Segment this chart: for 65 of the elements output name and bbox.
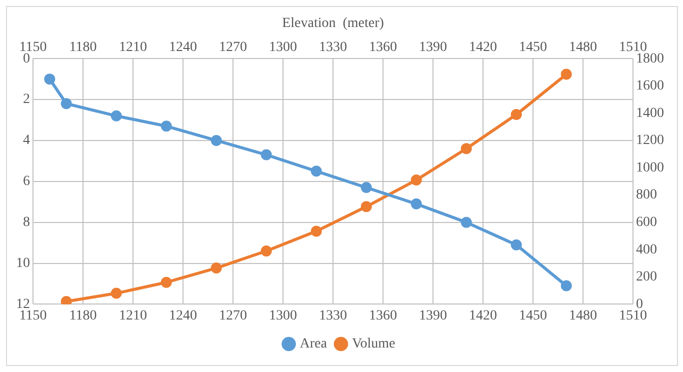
- point: [310, 166, 322, 177]
- y2-tick-label: 600: [636, 215, 657, 230]
- x-tick-label: 1420: [469, 40, 497, 55]
- x2-tick-label: 1240: [169, 308, 197, 324]
- y2-tick-label: 1400: [636, 106, 664, 121]
- point: [210, 262, 222, 274]
- x2-tick-label: 1210: [119, 308, 147, 324]
- y2-tick-label: 200: [636, 270, 657, 285]
- point: [510, 239, 522, 250]
- x2-tick-label: 1180: [69, 308, 97, 324]
- point: [60, 296, 72, 304]
- point: [360, 182, 372, 194]
- point: [460, 143, 472, 154]
- point: [110, 110, 122, 122]
- x-tick-label: 1270: [219, 40, 247, 55]
- x2-tick-label: 1450: [519, 308, 547, 324]
- x2-tick-label: 1480: [569, 308, 597, 324]
- point: [560, 68, 572, 80]
- x2-tick-label: 1150: [19, 308, 47, 324]
- x2-tick-label: 1300: [269, 308, 297, 324]
- y-tick-label: 6: [23, 174, 30, 190]
- y2-tick-label: 800: [636, 188, 657, 203]
- x-tick-label: 1360: [369, 40, 397, 55]
- y2-tick-label: 400: [636, 242, 657, 258]
- point: [410, 198, 422, 210]
- x2-tick-label: 1360: [369, 308, 397, 324]
- y2-tick-label: 1800: [636, 51, 664, 66]
- point: [360, 201, 372, 212]
- y-tick-label: 0: [23, 51, 30, 66]
- x-tick-label: 1210: [119, 40, 147, 55]
- x2-axis-title: Elevation (meter): [282, 16, 384, 32]
- point: [60, 98, 72, 110]
- x2-tick-label: 1510: [619, 308, 647, 324]
- y-tick-label: 8: [23, 215, 30, 230]
- point: [460, 216, 472, 228]
- point: [560, 280, 572, 292]
- legend-label: Volume: [352, 336, 396, 352]
- y2-tick-label: 1000: [636, 160, 664, 176]
- point: [44, 74, 56, 85]
- x2-tick-label: 1420: [469, 308, 497, 324]
- y-tick-label: 10: [16, 256, 30, 271]
- legend-label: Area: [300, 336, 328, 352]
- x-tick-label: 1300: [269, 40, 297, 55]
- x-tick-label: 1330: [319, 40, 347, 55]
- point: [410, 174, 422, 186]
- y-tick-label: 2: [23, 92, 30, 108]
- point: [160, 120, 172, 132]
- x2-tick-label: 1330: [319, 308, 347, 324]
- y2-tick-label: 1600: [636, 78, 664, 94]
- point: [310, 226, 322, 237]
- x-tick-label: 1390: [419, 40, 447, 55]
- x-tick-label: 1240: [169, 40, 197, 55]
- y2-tick-label: 1200: [636, 133, 664, 148]
- x2-tick-label: 1390: [419, 308, 447, 324]
- point: [260, 245, 272, 256]
- y-tick-label: 4: [23, 133, 30, 148]
- x-tick-label: 1180: [69, 40, 97, 55]
- x-tick-label: 1480: [569, 40, 597, 55]
- x2-tick-label: 1270: [219, 308, 247, 324]
- point: [510, 109, 522, 120]
- point: [160, 276, 172, 288]
- point: [110, 288, 122, 299]
- point: [210, 134, 222, 146]
- point: [260, 149, 272, 160]
- x-tick-label: 1450: [519, 40, 547, 55]
